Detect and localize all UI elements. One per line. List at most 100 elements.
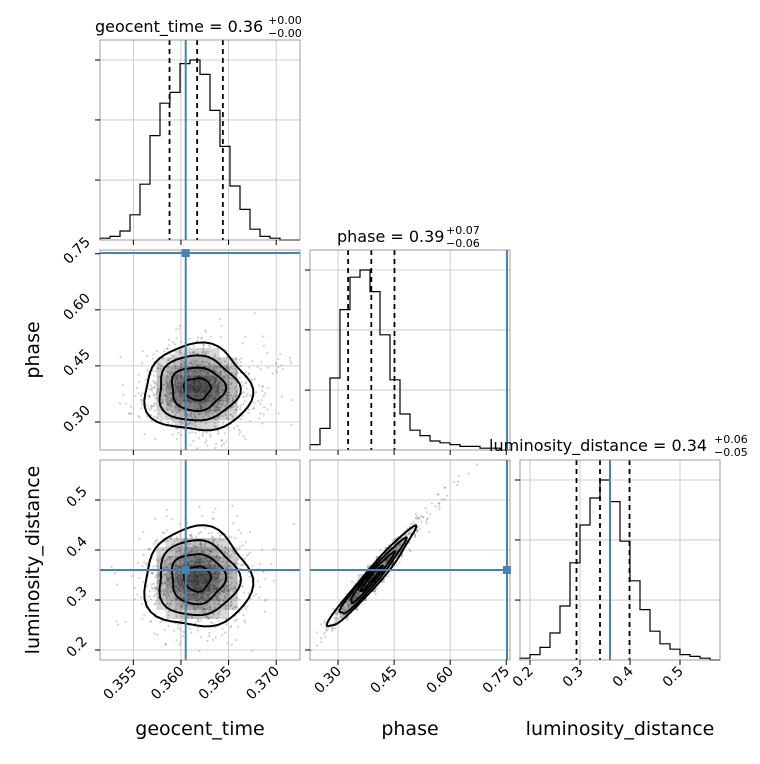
scatter-point xyxy=(224,546,227,549)
scatter-point xyxy=(274,362,278,365)
scatter-point xyxy=(216,372,219,375)
scatter-point xyxy=(227,383,230,386)
scatter-point xyxy=(231,549,234,552)
scatter-point xyxy=(134,598,137,601)
scatter-point xyxy=(171,518,174,521)
scatter-point xyxy=(247,591,250,595)
scatter-point xyxy=(158,363,161,366)
scatter-point xyxy=(228,394,231,397)
scatter-point xyxy=(398,561,401,565)
scatter-point xyxy=(166,408,169,411)
scatter-point xyxy=(244,335,247,339)
scatter-point xyxy=(217,365,220,368)
scatter-point xyxy=(241,544,244,547)
scatter-point xyxy=(191,417,194,420)
scatter-point xyxy=(220,372,223,375)
scatter-point xyxy=(207,362,211,365)
scatter-point xyxy=(235,618,238,622)
scatter-point xyxy=(425,522,428,525)
ylabel-luminosity-distance: luminosity_distance xyxy=(22,466,44,655)
scatter-point xyxy=(235,370,238,373)
scatter-point xyxy=(173,343,177,346)
scatter-point xyxy=(248,575,251,579)
density-cell xyxy=(174,547,184,556)
scatter-point xyxy=(170,399,174,402)
scatter-point xyxy=(222,442,226,445)
scatter-point xyxy=(211,545,214,548)
scatter-point xyxy=(237,562,240,565)
scatter-point xyxy=(219,534,222,537)
scatter-point xyxy=(216,406,219,409)
scatter-point xyxy=(169,403,172,406)
scatter-point xyxy=(166,602,169,606)
scatter-point xyxy=(270,403,273,406)
scatter-point xyxy=(207,548,210,552)
scatter-point xyxy=(238,545,241,548)
scatter-point xyxy=(227,607,230,610)
scatter-point xyxy=(414,512,417,516)
scatter-point xyxy=(168,570,171,573)
scatter-point xyxy=(163,581,166,584)
scatter-point xyxy=(236,372,239,375)
scatter-point xyxy=(236,583,239,586)
scatter-point xyxy=(168,392,171,395)
scatter-point xyxy=(143,614,146,617)
scatter-point xyxy=(248,530,251,533)
scatter-point xyxy=(224,405,227,408)
scatter-point xyxy=(223,376,226,379)
scatter-point xyxy=(227,426,230,429)
scatter-point xyxy=(208,345,211,349)
scatter-point xyxy=(226,580,229,583)
scatter-point xyxy=(457,475,460,478)
scatter-point xyxy=(194,544,197,548)
scatter-point xyxy=(315,644,319,647)
scatter-point xyxy=(159,621,162,624)
scatter-point xyxy=(258,596,261,599)
scatter-point xyxy=(213,408,217,411)
scatter-point xyxy=(209,550,212,553)
scatter-point xyxy=(161,593,164,596)
scatter-point xyxy=(169,405,172,408)
scatter-point xyxy=(242,563,246,566)
scatter-point xyxy=(243,400,246,403)
scatter-point xyxy=(253,378,256,381)
scatter-point xyxy=(249,420,252,423)
scatter-point xyxy=(182,618,185,621)
scatter-point xyxy=(196,546,199,549)
scatter-point xyxy=(188,550,191,553)
scatter-point xyxy=(391,539,394,542)
scatter-point xyxy=(242,414,245,417)
scatter-point xyxy=(229,407,232,410)
scatter-point xyxy=(155,600,158,603)
scatter-point xyxy=(229,572,232,576)
scatter-point xyxy=(235,639,238,642)
scatter-point xyxy=(196,336,199,339)
scatter-point xyxy=(220,391,223,394)
scatter-point xyxy=(164,394,167,397)
scatter-point xyxy=(167,625,170,628)
scatter-point xyxy=(190,533,193,536)
scatter-point xyxy=(202,549,205,552)
scatter-point xyxy=(201,608,204,611)
scatter-point xyxy=(263,406,266,409)
scatter-point xyxy=(201,514,204,517)
scatter-point xyxy=(446,494,449,497)
scatter-point xyxy=(234,536,237,540)
scatter-point xyxy=(237,557,240,560)
scatter-point xyxy=(230,643,233,646)
scatter-point xyxy=(180,352,183,355)
scatter-point xyxy=(237,528,240,532)
scatter-point xyxy=(229,626,232,629)
scatter-point xyxy=(179,371,182,374)
scatter-point xyxy=(147,394,150,397)
scatter-point xyxy=(203,403,206,406)
scatter-point xyxy=(141,350,144,353)
scatter-point xyxy=(226,548,229,551)
scatter-point xyxy=(169,391,172,395)
scatter-point xyxy=(235,362,239,365)
scatter-point xyxy=(238,433,241,436)
scatter-point xyxy=(247,411,250,415)
scatter-point xyxy=(217,430,220,433)
scatter-point xyxy=(336,617,339,620)
scatter-point xyxy=(169,401,172,404)
